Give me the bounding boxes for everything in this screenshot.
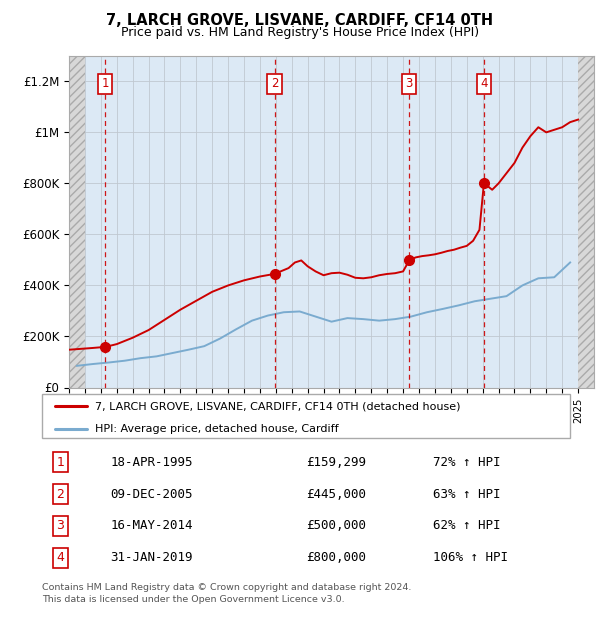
- Text: 63% ↑ HPI: 63% ↑ HPI: [433, 487, 500, 500]
- Text: 18-APR-1995: 18-APR-1995: [110, 456, 193, 469]
- Text: 4: 4: [480, 78, 488, 91]
- FancyBboxPatch shape: [42, 394, 570, 438]
- Text: 72% ↑ HPI: 72% ↑ HPI: [433, 456, 500, 469]
- Bar: [578, 56, 594, 388]
- Text: 3: 3: [56, 520, 64, 533]
- Text: 3: 3: [405, 78, 413, 91]
- Text: Price paid vs. HM Land Registry's House Price Index (HPI): Price paid vs. HM Land Registry's House …: [121, 26, 479, 38]
- Text: This data is licensed under the Open Government Licence v3.0.: This data is licensed under the Open Gov…: [42, 595, 344, 604]
- Text: 09-DEC-2005: 09-DEC-2005: [110, 487, 193, 500]
- Text: 16-MAY-2014: 16-MAY-2014: [110, 520, 193, 533]
- Text: 31-JAN-2019: 31-JAN-2019: [110, 551, 193, 564]
- Text: 62% ↑ HPI: 62% ↑ HPI: [433, 520, 500, 533]
- Text: £159,299: £159,299: [306, 456, 366, 469]
- Text: 4: 4: [56, 551, 64, 564]
- Text: 7, LARCH GROVE, LISVANE, CARDIFF, CF14 0TH: 7, LARCH GROVE, LISVANE, CARDIFF, CF14 0…: [106, 13, 494, 28]
- Text: HPI: Average price, detached house, Cardiff: HPI: Average price, detached house, Card…: [95, 423, 338, 433]
- Text: 2: 2: [271, 78, 278, 91]
- Text: 106% ↑ HPI: 106% ↑ HPI: [433, 551, 508, 564]
- Text: £800,000: £800,000: [306, 551, 366, 564]
- Text: 7, LARCH GROVE, LISVANE, CARDIFF, CF14 0TH (detached house): 7, LARCH GROVE, LISVANE, CARDIFF, CF14 0…: [95, 401, 460, 411]
- Text: 2: 2: [56, 487, 64, 500]
- Text: 1: 1: [56, 456, 64, 469]
- Bar: [69, 56, 85, 388]
- Text: Contains HM Land Registry data © Crown copyright and database right 2024.: Contains HM Land Registry data © Crown c…: [42, 583, 412, 592]
- Text: 1: 1: [101, 78, 109, 91]
- Text: £445,000: £445,000: [306, 487, 366, 500]
- Text: £500,000: £500,000: [306, 520, 366, 533]
